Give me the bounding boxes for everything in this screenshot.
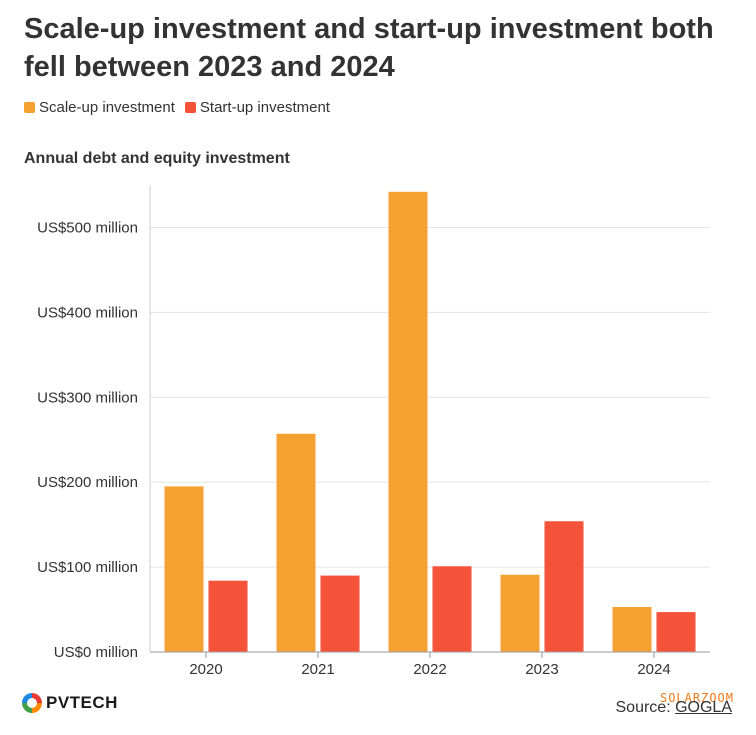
x-tick-label: 2023 [525,661,558,678]
y-tick-label: US$400 million [37,304,138,321]
bar-scale-up-2023 [500,574,540,652]
chart-subtitle: Annual debt and equity investment [24,150,290,167]
chart-title: Scale-up investment and start-up investm… [24,13,714,83]
y-tick-label: US$300 million [37,389,138,406]
legend: Scale-up investment Start-up investment [24,99,330,116]
bar-start-up-2021 [320,575,360,652]
bar-scale-up-2021 [276,433,316,652]
y-tick-label: US$0 million [54,644,138,661]
pvtech-logo-icon [22,693,42,713]
bar-scale-up-2022 [388,191,428,652]
bar-scale-up-2024 [612,606,652,652]
bar-scale-up-2020 [164,486,204,652]
pvtech-logo: PVTECH [22,693,118,713]
source-note: Source: GOGLA [616,699,733,717]
watermark: SOLARZOOM [659,691,734,705]
bar-start-up-2024 [656,612,696,652]
bar-start-up-2020 [208,580,248,652]
x-tick-label: 2021 [301,661,334,678]
legend-item-start-up: Start-up investment [184,99,330,116]
y-tick-label: US$500 million [37,219,138,236]
x-tick-label: 2020 [189,661,222,678]
source-link[interactable]: GOGLA [675,699,732,716]
x-tick-label: 2024 [637,661,670,678]
y-tick-label: US$200 million [37,474,138,491]
bar-chart: US$0 million US$100 million US$200 million… [37,185,710,678]
y-tick-label: US$100 million [37,559,138,576]
pvtech-logo-text: PVTECH [46,693,118,712]
x-tick-label: 2022 [413,661,446,678]
bar-start-up-2023 [544,521,584,652]
source-prefix: Source: [615,699,676,716]
legend-swatch-start-up [184,102,196,113]
legend-swatch-scale-up [24,102,35,113]
legend-item-scale-up: Scale-up investment [24,99,175,116]
legend-label-scale-up: Scale-up investment [39,99,175,116]
bar-start-up-2022 [432,566,472,652]
legend-label-start-up: Start-up investment [199,99,330,116]
